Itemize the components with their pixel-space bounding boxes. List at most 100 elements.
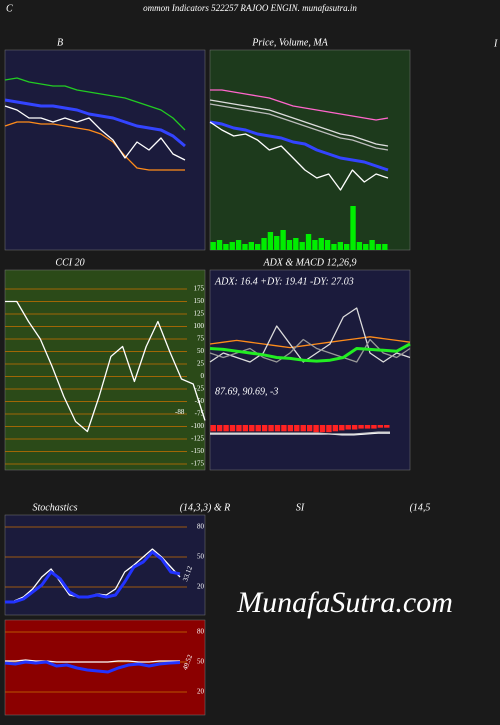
bar xyxy=(287,425,294,432)
y-tick-label: -125 xyxy=(191,435,204,443)
bar xyxy=(356,242,363,250)
bar xyxy=(363,244,369,250)
y-tick-label: -25 xyxy=(195,385,205,393)
page-title: ommon Indicators 522257 RAJOO ENGIN. mun… xyxy=(143,3,357,13)
panel-title: Stochastics xyxy=(33,502,78,513)
y-tick-label: 0 xyxy=(201,372,205,380)
bar xyxy=(235,240,242,250)
bar xyxy=(312,240,318,250)
bar xyxy=(375,244,382,250)
bar xyxy=(339,425,345,431)
bar xyxy=(313,425,319,433)
bar xyxy=(229,242,235,250)
y-tick-label: 175 xyxy=(194,285,205,293)
y-tick-label: 25 xyxy=(197,360,205,368)
y-tick-label: -75 xyxy=(195,410,205,418)
bar xyxy=(364,425,371,429)
bar xyxy=(326,425,332,433)
bar xyxy=(299,242,305,250)
bar xyxy=(267,232,274,250)
y-tick-label: 50 xyxy=(197,553,205,561)
bar xyxy=(351,425,358,430)
panel-subtitle: (14,3,3) & R xyxy=(180,502,231,513)
bar xyxy=(210,425,216,432)
bar xyxy=(268,425,274,432)
bar xyxy=(369,240,375,250)
annotation: ADX: 16.4 +DY: 19.41 -DY: 27.03 xyxy=(214,276,354,287)
y-tick-label: 50 xyxy=(197,347,205,355)
bar xyxy=(223,244,229,250)
line xyxy=(209,103,389,151)
y-tick-label: 75 xyxy=(197,335,205,343)
bar xyxy=(236,425,242,432)
line xyxy=(209,336,411,349)
line xyxy=(209,99,389,147)
bar xyxy=(255,244,261,250)
line xyxy=(209,307,411,363)
bar xyxy=(382,244,388,250)
panel-title: ADX & MACD 12,26,9 xyxy=(262,257,356,268)
line xyxy=(209,120,389,172)
bar xyxy=(261,425,268,432)
bar xyxy=(319,425,326,433)
bar xyxy=(345,425,351,430)
bar xyxy=(358,425,364,429)
header: C xyxy=(6,3,13,14)
value-label: -88 xyxy=(175,408,185,416)
panel xyxy=(4,269,206,471)
bar xyxy=(300,425,306,432)
bar xyxy=(332,425,339,432)
line xyxy=(210,432,390,436)
annotation: 87.69, 90.69, -3 xyxy=(215,386,278,397)
panel-title: Price, Volume, MA xyxy=(251,37,328,48)
bar xyxy=(216,425,223,432)
panel-title: SI xyxy=(296,502,305,513)
panel-title: CCI 20 xyxy=(55,257,84,268)
y-tick-label: 125 xyxy=(194,310,205,318)
bar xyxy=(305,234,312,250)
line xyxy=(210,89,389,121)
y-tick-label: 80 xyxy=(197,523,205,531)
bar xyxy=(344,244,350,250)
line xyxy=(4,77,186,131)
bar xyxy=(377,425,384,428)
bar xyxy=(248,242,254,250)
y-tick-label: 150 xyxy=(194,297,205,305)
line xyxy=(209,121,389,191)
y-tick-label: 50 xyxy=(197,658,205,666)
line xyxy=(210,431,390,435)
bar xyxy=(242,244,248,250)
bar xyxy=(384,425,390,428)
y-tick-label: 20 xyxy=(197,688,205,696)
line xyxy=(4,660,181,674)
bar xyxy=(350,206,356,250)
line xyxy=(209,342,411,363)
bar xyxy=(216,240,223,250)
y-tick-label: 100 xyxy=(194,322,205,330)
bar xyxy=(274,425,281,432)
y-tick-label: 20 xyxy=(197,583,205,591)
panel xyxy=(209,49,411,251)
bar xyxy=(261,238,267,250)
line xyxy=(4,121,185,171)
bar xyxy=(242,425,249,432)
panel xyxy=(4,619,206,716)
y-tick-label: -50 xyxy=(195,397,205,405)
y-tick-label: -100 xyxy=(191,422,204,430)
panel xyxy=(209,269,411,471)
bar xyxy=(318,238,324,250)
line xyxy=(4,98,186,148)
line xyxy=(4,105,186,161)
bar xyxy=(331,244,337,250)
bar xyxy=(280,230,286,250)
y-tick-label: 80 xyxy=(197,628,205,636)
bar xyxy=(223,425,229,432)
bar xyxy=(371,425,377,429)
bar xyxy=(229,425,236,432)
panel xyxy=(4,514,206,616)
bar xyxy=(281,425,287,432)
bar xyxy=(255,425,261,432)
bar xyxy=(293,238,299,250)
line xyxy=(5,300,206,433)
